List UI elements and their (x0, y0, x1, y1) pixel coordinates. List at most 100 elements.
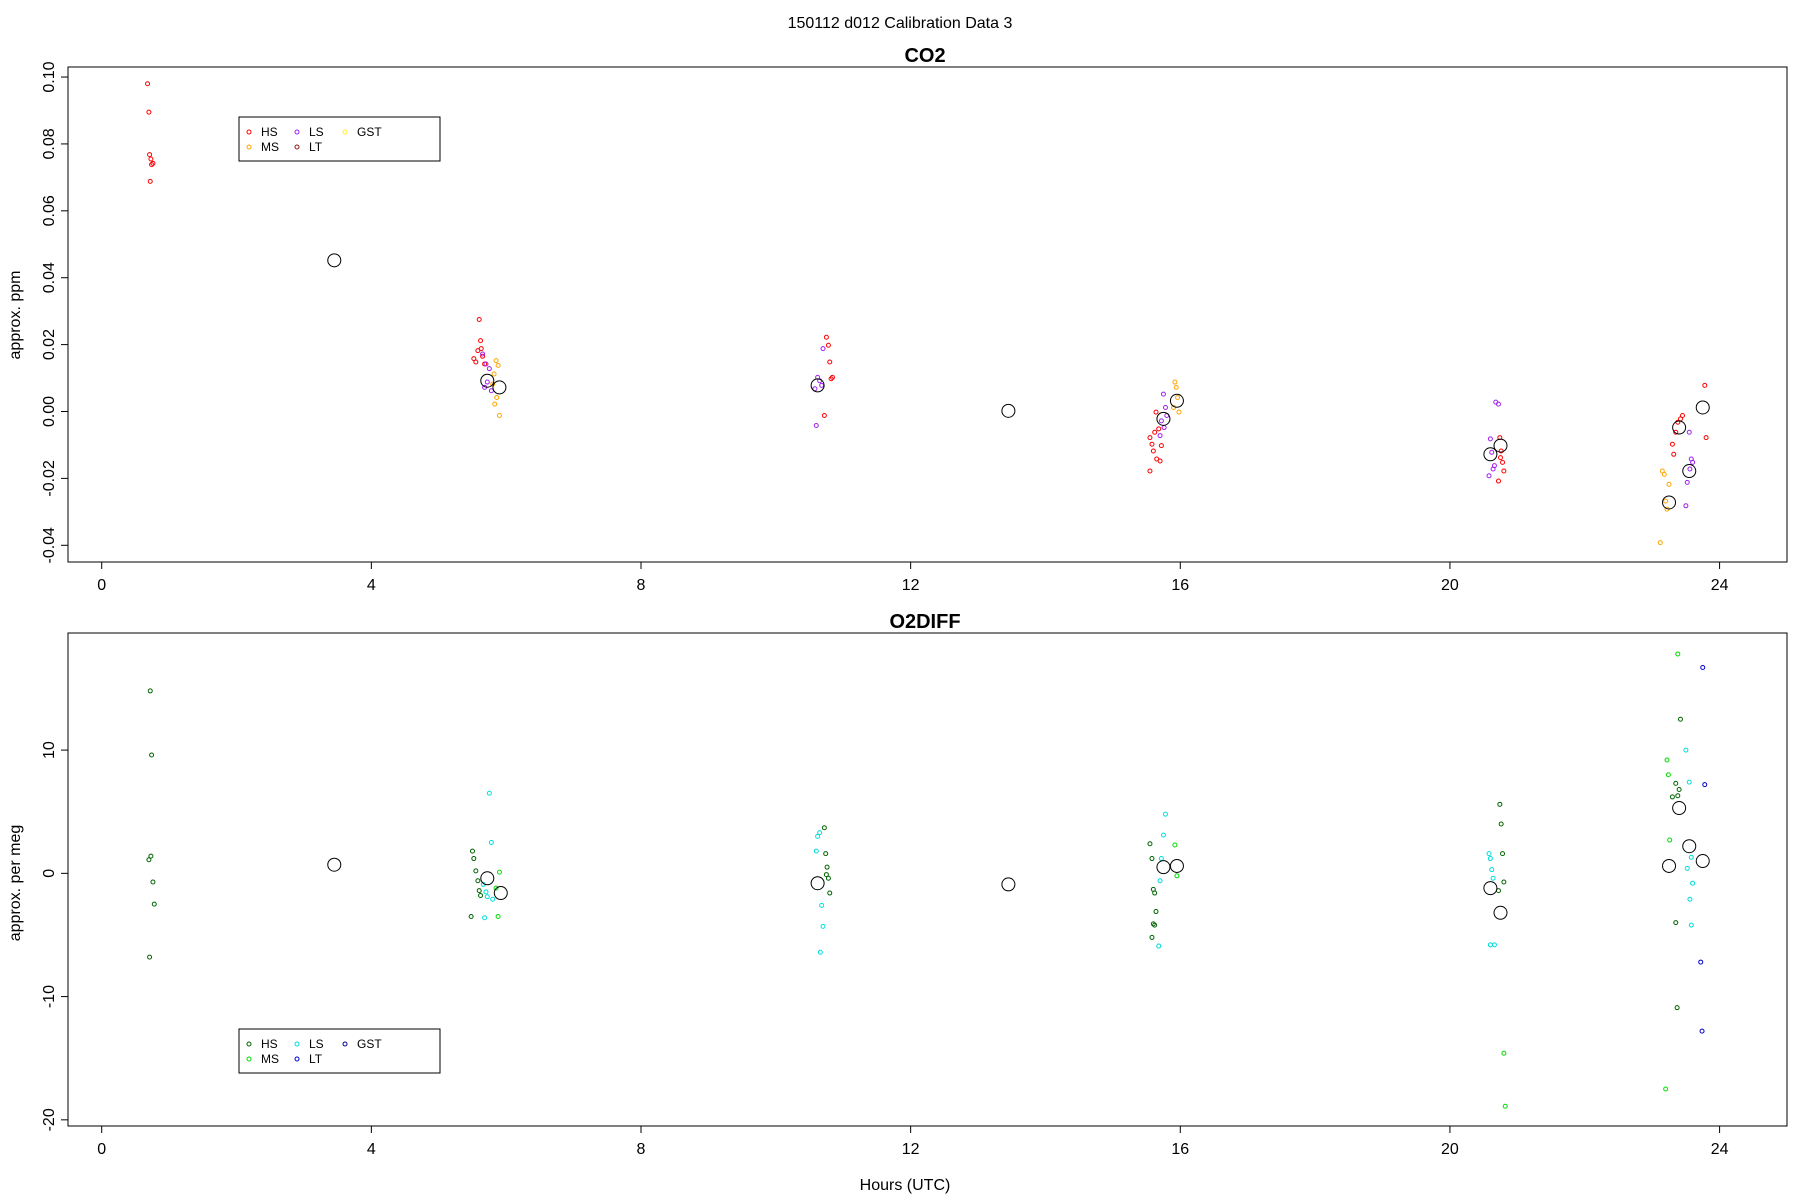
data-point-ls (483, 361, 489, 367)
mean-point (327, 857, 342, 872)
data-point-ls (1491, 942, 1497, 948)
legend-box (238, 1028, 441, 1074)
data-point-hs (149, 752, 155, 758)
data-point-hs (1149, 934, 1155, 940)
data-point-ls (1486, 851, 1492, 857)
data-point-hs (149, 162, 155, 168)
y-tick-label: 0.10 (41, 61, 58, 92)
data-point-ls (490, 896, 496, 902)
mean-point (1001, 877, 1016, 892)
data-point-hs (823, 851, 829, 857)
data-point-ls (812, 386, 818, 392)
data-point-ms (1657, 540, 1663, 546)
data-point-ls (1487, 856, 1493, 862)
data-point-ms (1666, 481, 1672, 487)
data-point-lt (1699, 1028, 1705, 1034)
legend-swatch (294, 1041, 300, 1047)
data-point-ms (495, 362, 501, 368)
mean-point (1169, 393, 1184, 408)
legend-label: LS (309, 1037, 324, 1051)
legend-label: GST (357, 125, 382, 139)
data-point-ms (494, 394, 500, 400)
co2-y-axis: -0.04 -0.02 0.00 0.02 0.04 0.06 0.08 0.10 (41, 61, 69, 564)
main-title: 150112 d012 Calibration Data 3 (788, 15, 1013, 32)
data-point-ls (1160, 391, 1166, 397)
data-point-hs (476, 317, 482, 323)
data-point-ls (1495, 401, 1501, 407)
x-tick-label: 24 (1711, 577, 1729, 594)
data-point-lt (1700, 665, 1706, 671)
data-point-hs (145, 81, 151, 87)
y-tick-label: 0.02 (41, 329, 58, 360)
data-point-hs (147, 152, 153, 158)
data-point-hs (1498, 821, 1504, 827)
data-point-hs (823, 334, 829, 340)
legend-swatch (246, 1041, 252, 1047)
data-point-ms (493, 358, 499, 364)
data-point-hs (1158, 443, 1164, 449)
mean-point (1483, 881, 1498, 896)
legend-label: GST (357, 1037, 382, 1051)
data-point-ms (1663, 1086, 1669, 1092)
data-point-ls (1157, 433, 1163, 439)
mean-point (1672, 801, 1687, 816)
co2-y-axis-label: approx. ppm (7, 271, 24, 360)
o2diff-y-axis: -20 -10 0 10 (41, 741, 69, 1131)
x-axis-label: Hours (UTC) (860, 1177, 951, 1194)
y-tick-label: -20 (41, 1108, 58, 1131)
legend-label: LS (309, 125, 324, 139)
data-point-hs (1500, 851, 1506, 857)
data-point-hs (821, 413, 827, 419)
y-tick-label: -10 (41, 985, 58, 1008)
data-point-hs (146, 109, 152, 115)
data-point-hs (469, 848, 475, 854)
y-tick-label: -0.02 (41, 460, 58, 497)
data-point-ms (1174, 873, 1180, 879)
data-point-ms (496, 413, 502, 419)
data-point-ls (1690, 880, 1696, 886)
data-point-hs (1671, 451, 1677, 457)
mean-point (480, 871, 495, 886)
data-point-ls (1162, 811, 1168, 817)
y-tick-label: 0.04 (41, 262, 58, 293)
co2-x-axis: 0 4 8 12 16 20 24 (97, 561, 1729, 594)
data-point-hs (1152, 429, 1158, 435)
mean-point (1156, 860, 1171, 875)
data-point-ms (496, 869, 502, 875)
data-point-ls (488, 840, 494, 846)
data-point-ls (813, 848, 819, 854)
data-point-ls (486, 790, 492, 796)
data-point-ls (1489, 867, 1495, 873)
data-point-ls (1157, 878, 1163, 884)
data-point-ms (1172, 379, 1178, 385)
data-point-ls (1490, 875, 1496, 881)
data-point-ls (1161, 425, 1167, 431)
data-point-ls (1690, 459, 1696, 465)
data-point-ls (817, 830, 823, 836)
mean-point (1493, 905, 1508, 920)
data-point-lt (1702, 782, 1708, 788)
data-point-hs (1669, 794, 1675, 800)
legend-swatch (342, 1041, 348, 1047)
data-point-hs (824, 864, 830, 870)
data-point-ls (1688, 854, 1694, 860)
mean-point (1695, 400, 1710, 415)
legend-box (238, 116, 441, 162)
x-tick-label: 8 (637, 1141, 646, 1158)
data-point-ls (1683, 747, 1689, 753)
o2diff-x-axis: 0 4 8 12 16 20 24 (97, 1125, 1729, 1158)
data-point-hs (146, 857, 152, 863)
data-point-ls (1491, 463, 1497, 469)
data-point-hs (1680, 413, 1686, 419)
data-point-hs (1677, 716, 1683, 722)
data-point-ms (1667, 837, 1673, 843)
data-point-ms (493, 885, 499, 891)
data-point-hs (1673, 780, 1679, 786)
legend-swatch (246, 129, 252, 135)
data-point-hs (1153, 909, 1159, 915)
mean-point (1493, 438, 1508, 453)
data-point-hs (475, 878, 481, 884)
x-tick-label: 12 (902, 1141, 920, 1158)
